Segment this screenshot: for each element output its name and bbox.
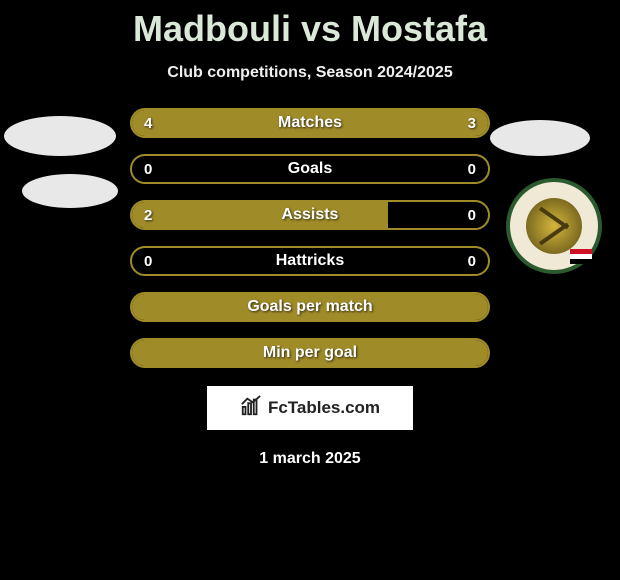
chart-icon xyxy=(240,395,262,422)
stat-value-right: 0 xyxy=(468,253,476,270)
stat-label: Assists xyxy=(132,206,488,224)
stat-row-matches: 4 Matches 3 xyxy=(0,108,620,138)
watermark-text: FcTables.com xyxy=(268,398,380,418)
stat-label: Min per goal xyxy=(132,344,488,362)
stat-label: Goals per match xyxy=(132,298,488,316)
stat-label: Hattricks xyxy=(132,252,488,270)
stat-value-right: 3 xyxy=(468,115,476,132)
stat-row-goals-per-match: Goals per match xyxy=(0,292,620,322)
stat-bar: 4 Matches 3 xyxy=(130,108,490,138)
stat-bar: 0 Hattricks 0 xyxy=(130,246,490,276)
watermark: FcTables.com xyxy=(207,386,413,430)
stat-bar: Goals per match xyxy=(130,292,490,322)
page-title: Madbouli vs Mostafa xyxy=(0,0,620,50)
stat-value-right: 0 xyxy=(468,207,476,224)
subtitle: Club competitions, Season 2024/2025 xyxy=(0,64,620,82)
stat-bar: Min per goal xyxy=(130,338,490,368)
stat-row-min-per-goal: Min per goal xyxy=(0,338,620,368)
date: 1 march 2025 xyxy=(0,450,620,468)
stat-row-goals: 0 Goals 0 xyxy=(0,154,620,184)
stat-label: Matches xyxy=(132,114,488,132)
stat-row-hattricks: 0 Hattricks 0 xyxy=(0,246,620,276)
comparison-chart: 4 Matches 3 0 Goals 0 2 Assists 0 0 Hatt… xyxy=(0,108,620,368)
stat-bar: 2 Assists 0 xyxy=(130,200,490,230)
stat-label: Goals xyxy=(132,160,488,178)
stat-row-assists: 2 Assists 0 xyxy=(0,200,620,230)
stat-value-right: 0 xyxy=(468,161,476,178)
stat-bar: 0 Goals 0 xyxy=(130,154,490,184)
